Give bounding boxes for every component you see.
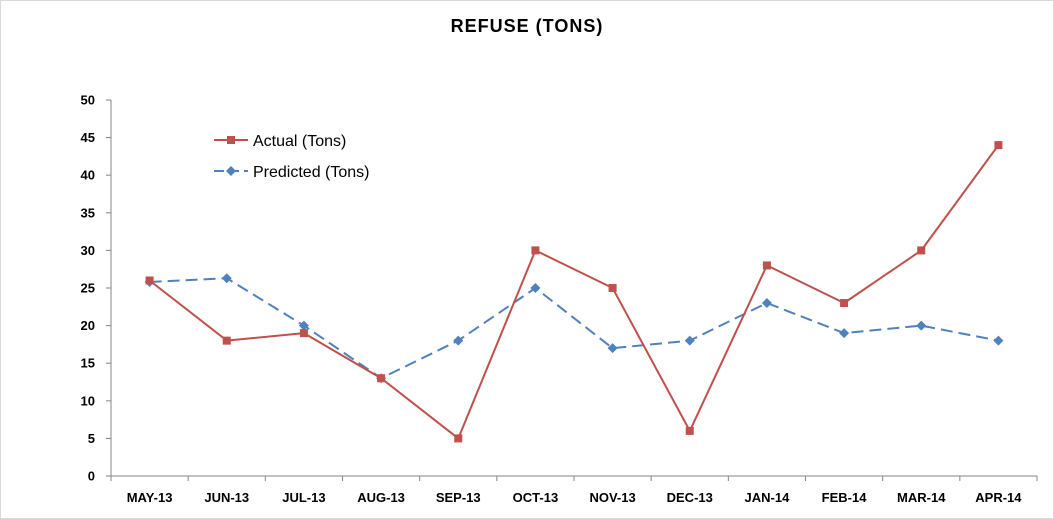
y-tick-label: 40	[81, 168, 95, 183]
data-point-diamond	[684, 335, 695, 346]
y-tick-label: 30	[81, 243, 95, 258]
data-point-square	[377, 374, 386, 383]
legend-item-predicted: Predicted (Tons)	[214, 164, 370, 181]
legend-label: Predicted (Tons)	[253, 164, 370, 181]
data-point-diamond	[993, 335, 1004, 346]
x-tick-label: MAY-13	[127, 490, 173, 505]
series-layer	[144, 141, 1004, 443]
data-point-square	[917, 246, 926, 255]
data-point-diamond	[453, 335, 464, 346]
legend-marker-square	[227, 136, 235, 144]
x-tick-label: SEP-13	[436, 490, 481, 505]
data-point-square	[299, 329, 308, 338]
y-tick-label: 15	[81, 356, 95, 371]
axes: 0 5 10 15 20 25 30 35 40 45 50 MAY-13 JUN-13 JUL-13 AU…	[81, 93, 1038, 505]
y-tick-label: 10	[81, 393, 95, 408]
y-tick-label: 35	[81, 205, 95, 220]
data-point-diamond	[607, 343, 618, 354]
data-point-diamond	[221, 273, 232, 284]
y-tick-label: 5	[88, 431, 95, 446]
data-point-square	[454, 434, 463, 443]
data-point-diamond	[761, 298, 772, 309]
series-line	[148, 144, 1000, 440]
x-tick-label: MAR-14	[897, 490, 946, 505]
data-point-diamond	[530, 283, 541, 293]
series-line	[149, 277, 999, 380]
data-point-square	[531, 246, 540, 255]
legend: Actual (Tons) Predicted (Tons)	[214, 133, 370, 181]
y-tick-label: 45	[81, 130, 95, 145]
data-point-diamond	[916, 320, 927, 331]
data-point-square	[145, 276, 154, 285]
legend-item-actual: Actual (Tons)	[214, 133, 346, 150]
data-point-diamond	[839, 328, 850, 339]
data-point-square	[685, 426, 694, 435]
y-tick-label: 0	[88, 469, 95, 484]
x-tick-label: DEC-13	[667, 490, 713, 505]
data-point-square	[608, 284, 617, 292]
legend-label: Actual (Tons)	[253, 133, 346, 150]
x-tick-label: AUG-13	[357, 490, 405, 505]
x-tick-label: JAN-14	[745, 490, 791, 505]
x-tick-label: JUN-13	[204, 490, 249, 505]
x-tick-label: OCT-13	[513, 490, 559, 505]
data-point-diamond	[298, 320, 309, 331]
legend-marker-diamond	[226, 166, 236, 176]
series-actual	[145, 141, 1003, 443]
data-point-square	[994, 141, 1003, 150]
data-point-square	[762, 261, 771, 270]
y-tick-label: 50	[81, 93, 95, 108]
x-tick-label: JUL-13	[282, 490, 325, 505]
chart-title: REFUSE (TONS)	[451, 16, 604, 36]
x-tick-label: NOV-13	[589, 490, 635, 505]
y-tick-label: 25	[81, 281, 95, 296]
x-tick-label: FEB-14	[822, 490, 868, 505]
y-tick-label: 20	[81, 318, 95, 333]
data-point-square	[840, 299, 849, 308]
series-predicted	[144, 273, 1004, 384]
x-tick-label: APR-14	[975, 490, 1022, 505]
data-point-square	[222, 336, 231, 345]
